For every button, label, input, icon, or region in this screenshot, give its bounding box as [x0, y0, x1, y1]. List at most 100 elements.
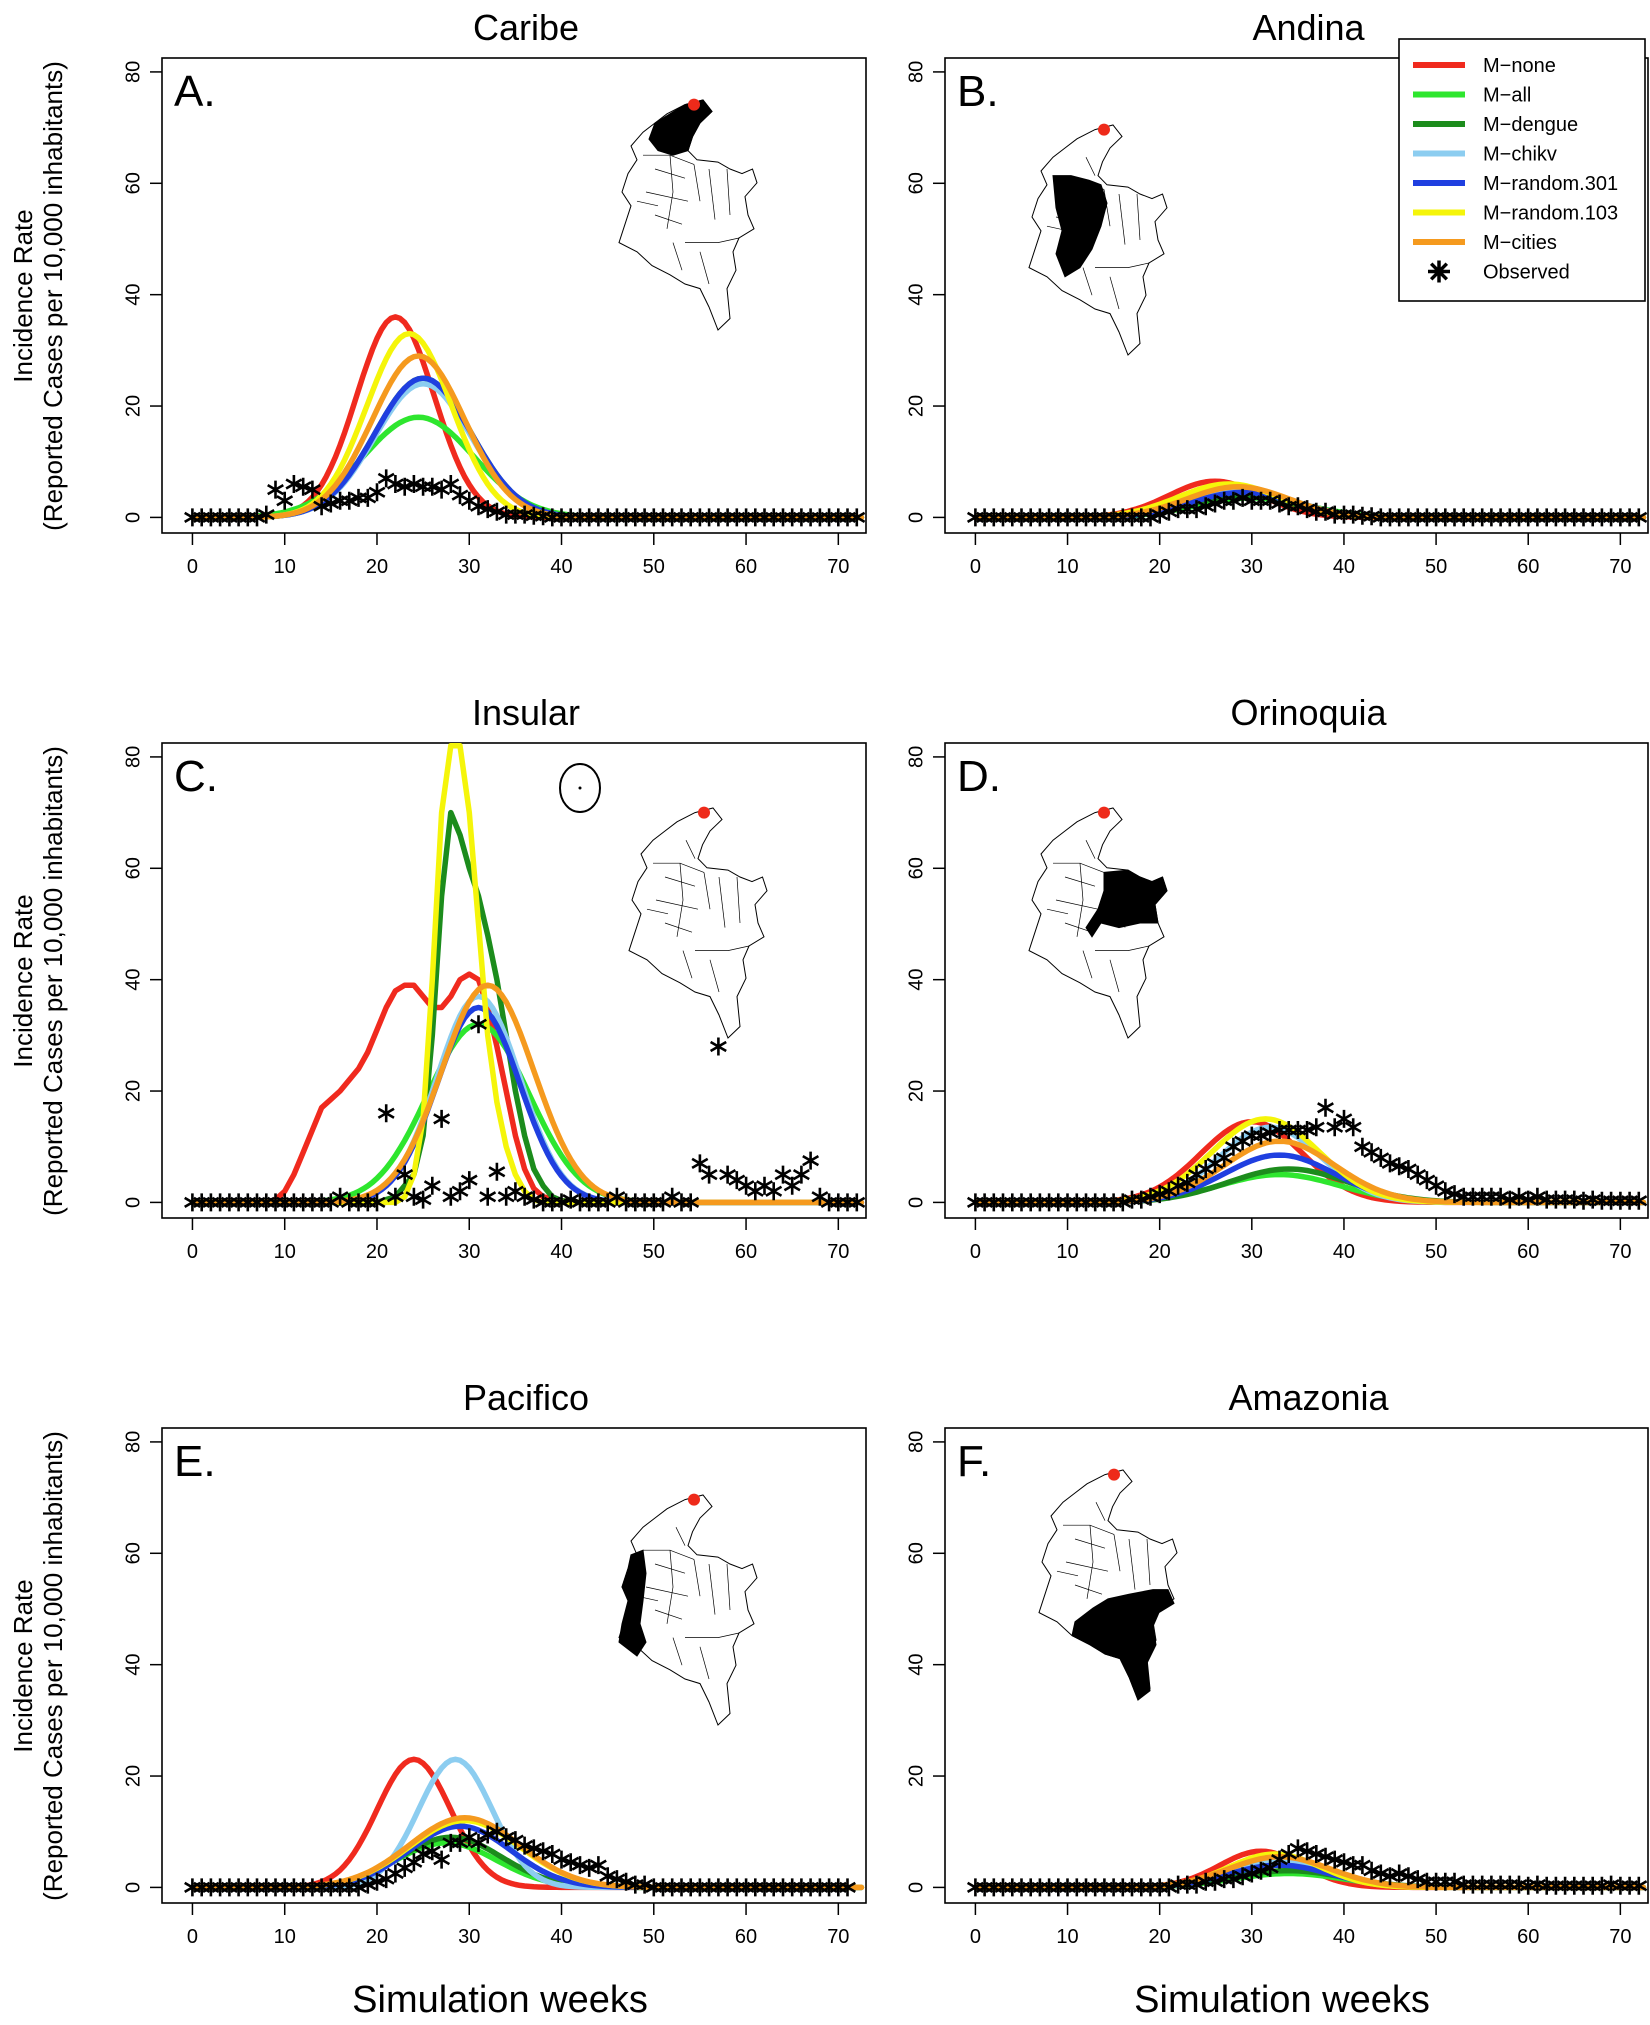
x-tick-label: 60	[1517, 1926, 1539, 1948]
y-label-line2: (Reported Cases per 10,000 inhabitants)	[38, 1431, 68, 1901]
map-city-marker	[688, 1493, 700, 1506]
observed-point	[460, 1171, 478, 1190]
series-line-m-random-301	[189, 1823, 865, 1891]
map-department-border	[693, 164, 701, 202]
observed-point	[1224, 491, 1242, 510]
observed-point	[1169, 1176, 1187, 1195]
map-outline	[1028, 124, 1168, 356]
map-department-border	[1082, 267, 1093, 296]
observed-point	[1519, 1190, 1537, 1209]
map-department-border	[699, 251, 710, 285]
x-tick-label: 10	[1056, 1241, 1078, 1263]
map-department-border	[1105, 1607, 1160, 1613]
y-tick-label: 40	[905, 284, 927, 306]
observed-point	[368, 1193, 386, 1212]
legend: M−none M−all M−dengue M−chikv M−random.301 M−…	[1398, 38, 1646, 302]
map-department-border	[1046, 908, 1069, 915]
map-department-border	[1055, 899, 1099, 910]
y-axis-label: Incidence Rate (Reported Cases per 10,000…	[8, 1431, 68, 1901]
observed-point	[1215, 1148, 1233, 1167]
y-tick-label: 40	[905, 1654, 927, 1676]
map-department-border	[685, 1632, 740, 1638]
x-tick-label: 60	[1517, 556, 1539, 578]
observed-point	[1400, 1867, 1417, 1886]
observed-point	[368, 1872, 386, 1891]
observed-point	[451, 1182, 469, 1201]
panel-title: Caribe	[473, 7, 579, 48]
y-tick-label: 60	[905, 1542, 927, 1564]
map-department-border	[1103, 189, 1111, 227]
observed-point	[636, 1875, 654, 1894]
observed-point	[433, 1850, 451, 1869]
observed-point	[700, 1165, 718, 1184]
y-tick-label: 40	[122, 284, 144, 306]
map-department-border	[675, 132, 686, 151]
legend-item: M−chikv	[1413, 144, 1557, 166]
y-tick-label: 20	[122, 1080, 144, 1102]
observed-point	[1381, 1867, 1399, 1886]
map-department-border	[708, 168, 716, 220]
map-city-marker	[1098, 123, 1110, 136]
observed-point	[1317, 1847, 1334, 1866]
legend-label: M−all	[1483, 85, 1531, 107]
observed-point	[1372, 1864, 1390, 1883]
observed-point	[396, 1165, 414, 1184]
map-department-border	[726, 1563, 731, 1611]
map-department-border	[709, 959, 720, 993]
map-department-border	[693, 1559, 701, 1597]
map-department-border	[1076, 180, 1084, 254]
map-department-border	[1092, 1612, 1103, 1641]
x-tick-label: 20	[1149, 1926, 1171, 1948]
x-tick-label: 0	[970, 1241, 981, 1263]
observed-point	[470, 1833, 487, 1852]
observed-point	[617, 1872, 635, 1891]
observed-point	[285, 475, 303, 493]
observed-point	[571, 1856, 589, 1875]
panel-amazonia: Amazonia F. 0 20 40 60 80 0 10 20 30 40 50 60 70	[905, 1377, 1649, 1948]
x-tick-label: 40	[550, 1241, 572, 1263]
y-tick-label: 80	[122, 746, 144, 768]
colombia-map	[618, 1493, 758, 1726]
x-tick-label: 70	[1609, 556, 1631, 578]
map-department-border	[1128, 1538, 1136, 1590]
observed-point	[257, 505, 275, 524]
series-line-m-none	[189, 971, 860, 1206]
x-tick-label: 10	[274, 1241, 296, 1263]
plot-frame	[161, 742, 867, 1219]
x-tick-label: 50	[643, 1241, 665, 1263]
y-tick-label: 60	[905, 172, 927, 194]
map-department-border	[655, 899, 699, 910]
x-tick-label: 0	[970, 556, 981, 578]
observed-point	[479, 1187, 497, 1206]
map-department-border	[685, 237, 740, 243]
observed-series	[966, 1839, 1648, 1897]
observed-point	[1390, 1157, 1408, 1176]
observed-point	[682, 1193, 700, 1212]
legend-label: Observed	[1483, 262, 1570, 284]
observed-point	[1234, 1867, 1252, 1886]
panel-label: E.	[174, 1437, 216, 1486]
y-label-line2: (Reported Cases per 10,000 inhabitants)	[38, 746, 68, 1216]
series-line-m-chikv	[189, 1756, 865, 1891]
x-tick-label: 0	[187, 1926, 198, 1948]
observed-point	[848, 508, 866, 527]
observed-point	[303, 480, 321, 499]
x-tick-label: 60	[735, 556, 757, 578]
x-tick-label: 30	[458, 1241, 480, 1263]
map-department-border	[703, 872, 711, 910]
colombia-map	[1028, 123, 1168, 356]
panel-title: Andina	[1252, 7, 1365, 48]
observed-point	[1326, 1118, 1344, 1137]
observed-point	[1271, 494, 1288, 513]
y-label-line1: Incidence Rate	[8, 1579, 38, 1752]
observed-series	[966, 1098, 1648, 1212]
map-island-circle	[559, 763, 601, 813]
map-city-marker	[1108, 1468, 1120, 1481]
map-department-border	[699, 1646, 710, 1680]
observed-point	[792, 1165, 810, 1184]
map-department-border	[682, 950, 693, 979]
x-tick-label: 20	[1149, 556, 1171, 578]
x-tick-label: 20	[366, 556, 388, 578]
map-department-border	[654, 1563, 686, 1574]
